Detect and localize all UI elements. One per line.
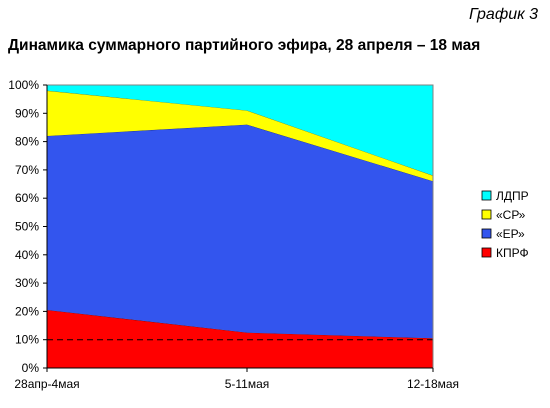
series-area-0 — [47, 309, 433, 368]
y-tick-label-5: 50% — [15, 220, 39, 234]
legend-label-3: КПРФ — [496, 246, 529, 260]
plot-area: 0% 10% 20% 30% 40% 50% 60% 70% 80% 90% 100% 28апр-4… — [8, 78, 459, 391]
y-tick-label-9: 90% — [15, 106, 39, 120]
legend: ЛДПР «СР» «ЕР» КПРФ — [481, 189, 529, 260]
legend-label-2: «ЕР» — [496, 227, 525, 241]
legend-swatch-0 — [481, 190, 492, 201]
y-tick-label-7: 70% — [15, 163, 39, 177]
series-area-3 — [47, 85, 433, 176]
y-tick-label-2: 20% — [15, 304, 39, 318]
chart-title: Динамика суммарного партийного эфира, 28… — [8, 37, 481, 54]
y-tick-label-8: 80% — [15, 135, 39, 149]
legend-swatch-2 — [481, 228, 492, 239]
y-tick-label-1: 10% — [15, 333, 39, 347]
y-tick-label-0: 0% — [22, 361, 40, 375]
x-tick-label-1: 5-11мая — [225, 377, 270, 391]
legend-label-1: «СР» — [496, 208, 526, 222]
legend-swatch-3 — [481, 247, 492, 258]
series-area-2 — [47, 90, 433, 182]
series-area-1 — [47, 124, 433, 339]
y-tick-label-10: 100% — [8, 78, 39, 92]
legend-label-0: ЛДПР — [496, 189, 529, 203]
y-tick-label-4: 40% — [15, 248, 39, 262]
y-tick-label-3: 30% — [15, 276, 39, 290]
y-tick-label-6: 60% — [15, 191, 39, 205]
x-tick-label-2: 12-18мая — [407, 377, 459, 391]
legend-swatch-1 — [481, 209, 492, 220]
chart-caption: График 3 — [469, 6, 538, 23]
x-tick-label-0: 28апр-4мая — [14, 377, 79, 391]
